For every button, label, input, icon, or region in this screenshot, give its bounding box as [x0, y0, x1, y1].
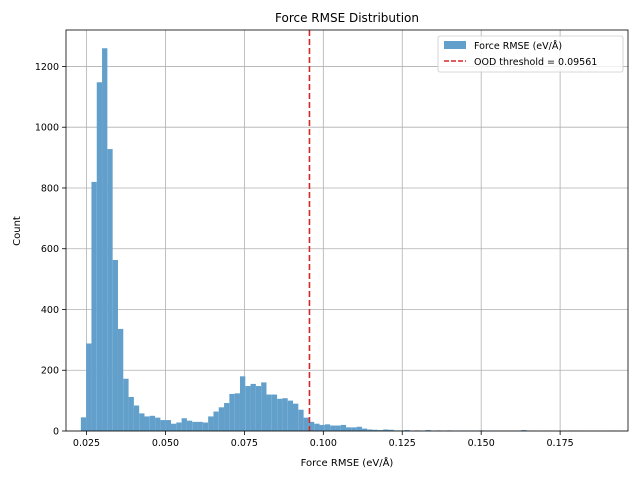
histogram-bar: [271, 394, 278, 431]
histogram-bar: [155, 417, 161, 431]
x-axis-ticks: 0.025 0.050 0.075 0.100 0.125 0.150 0.175: [73, 431, 574, 449]
histogram-bar: [239, 376, 246, 431]
histogram-bar: [123, 378, 129, 431]
histogram-bar: [330, 425, 336, 431]
histogram-bar: [165, 420, 172, 431]
legend-box: [437, 35, 624, 73]
y-tick-label: 0: [53, 427, 59, 438]
legend: Force RMSE (eV/Å) OOD threshold = 0.0956…: [437, 35, 624, 73]
histogram-bar: [261, 382, 267, 431]
histogram-bar: [192, 421, 198, 431]
histogram-bar: [133, 405, 140, 431]
histogram-bar: [107, 149, 113, 432]
histogram-bar: [521, 430, 527, 431]
histogram-bar: [351, 427, 357, 431]
histogram-bar: [186, 420, 193, 431]
y-tick-label: 600: [41, 244, 59, 255]
histogram-bar: [293, 403, 299, 431]
x-tick-label: 0.125: [389, 438, 416, 449]
histogram-bar: [144, 416, 150, 431]
histogram-bar: [117, 328, 124, 431]
legend-swatch-histogram: [444, 41, 466, 49]
histogram-bar: [96, 82, 103, 431]
histogram-bar: [86, 343, 92, 431]
histogram-bar: [229, 393, 235, 431]
histogram-bar: [404, 430, 410, 431]
histogram-bar: [91, 181, 97, 431]
y-axis-ticks: 0 200 400 600 800 1000 1200: [35, 62, 66, 438]
histogram-bar: [181, 418, 187, 431]
histogram-bar: [128, 396, 134, 431]
y-tick-label: 1200: [35, 62, 59, 73]
histogram-bar: [388, 429, 394, 431]
histogram-bar: [335, 425, 341, 431]
histogram-bar: [356, 426, 362, 431]
histogram-bar: [308, 421, 315, 431]
legend-label-histogram: Force RMSE (eV/Å): [474, 40, 562, 52]
histogram-bar: [80, 417, 87, 431]
histogram-bar: [139, 413, 145, 431]
x-tick-label: 0.025: [73, 438, 100, 449]
histogram-bar: [277, 398, 283, 431]
histogram-bar: [383, 429, 389, 431]
histogram-bar: [298, 409, 304, 431]
legend-label-threshold: OOD threshold = 0.09561: [474, 57, 597, 68]
histogram-bar: [112, 259, 118, 431]
y-tick-label: 200: [41, 366, 59, 377]
x-tick-label: 0.150: [468, 438, 495, 449]
x-tick-label: 0.175: [547, 438, 574, 449]
histogram-bar: [224, 403, 230, 431]
histogram-bar: [218, 407, 225, 431]
histogram-bar: [266, 394, 272, 431]
histogram-bar: [377, 430, 384, 431]
histogram-bar: [176, 422, 182, 431]
x-tick-label: 0.075: [231, 438, 258, 449]
histogram-bar: [324, 424, 331, 431]
histogram-bar: [202, 422, 209, 431]
plot-frame: [65, 29, 629, 432]
histogram-bar: [425, 430, 431, 431]
x-tick-label: 0.050: [152, 438, 179, 449]
histogram-bar: [250, 383, 256, 431]
histogram-bar: [149, 415, 156, 431]
histogram-bar: [208, 416, 214, 431]
histogram-bar: [314, 423, 320, 431]
histogram-bar: [367, 429, 373, 431]
histogram-bar: [319, 424, 325, 431]
histogram-bar: [234, 393, 240, 431]
histogram-bar: [287, 400, 294, 431]
histogram-bar: [102, 48, 108, 432]
y-axis-label: Count: [12, 216, 23, 246]
histogram-bar: [361, 428, 368, 431]
x-tick-label: 0.100: [310, 438, 337, 449]
histogram-bar: [197, 421, 203, 431]
chart-title: Force RMSE Distribution: [275, 11, 419, 25]
x-axis-label: Force RMSE (eV/Å): [301, 456, 394, 469]
plot-background: [66, 30, 628, 431]
histogram-bars: [80, 48, 612, 432]
histogram-bar: [346, 427, 352, 431]
histogram-bar: [255, 386, 262, 431]
histogram-bar: [282, 398, 288, 431]
histogram-bar: [160, 420, 166, 431]
histogram-bar: [171, 423, 177, 431]
histogram-bar: [303, 417, 309, 431]
histogram-bar: [213, 411, 219, 431]
y-tick-label: 1000: [35, 123, 59, 134]
histogram-bar: [372, 429, 378, 431]
histogram-bar: [245, 386, 251, 431]
y-tick-label: 800: [41, 183, 59, 194]
histogram-bar: [340, 424, 347, 431]
y-tick-label: 400: [41, 305, 59, 316]
